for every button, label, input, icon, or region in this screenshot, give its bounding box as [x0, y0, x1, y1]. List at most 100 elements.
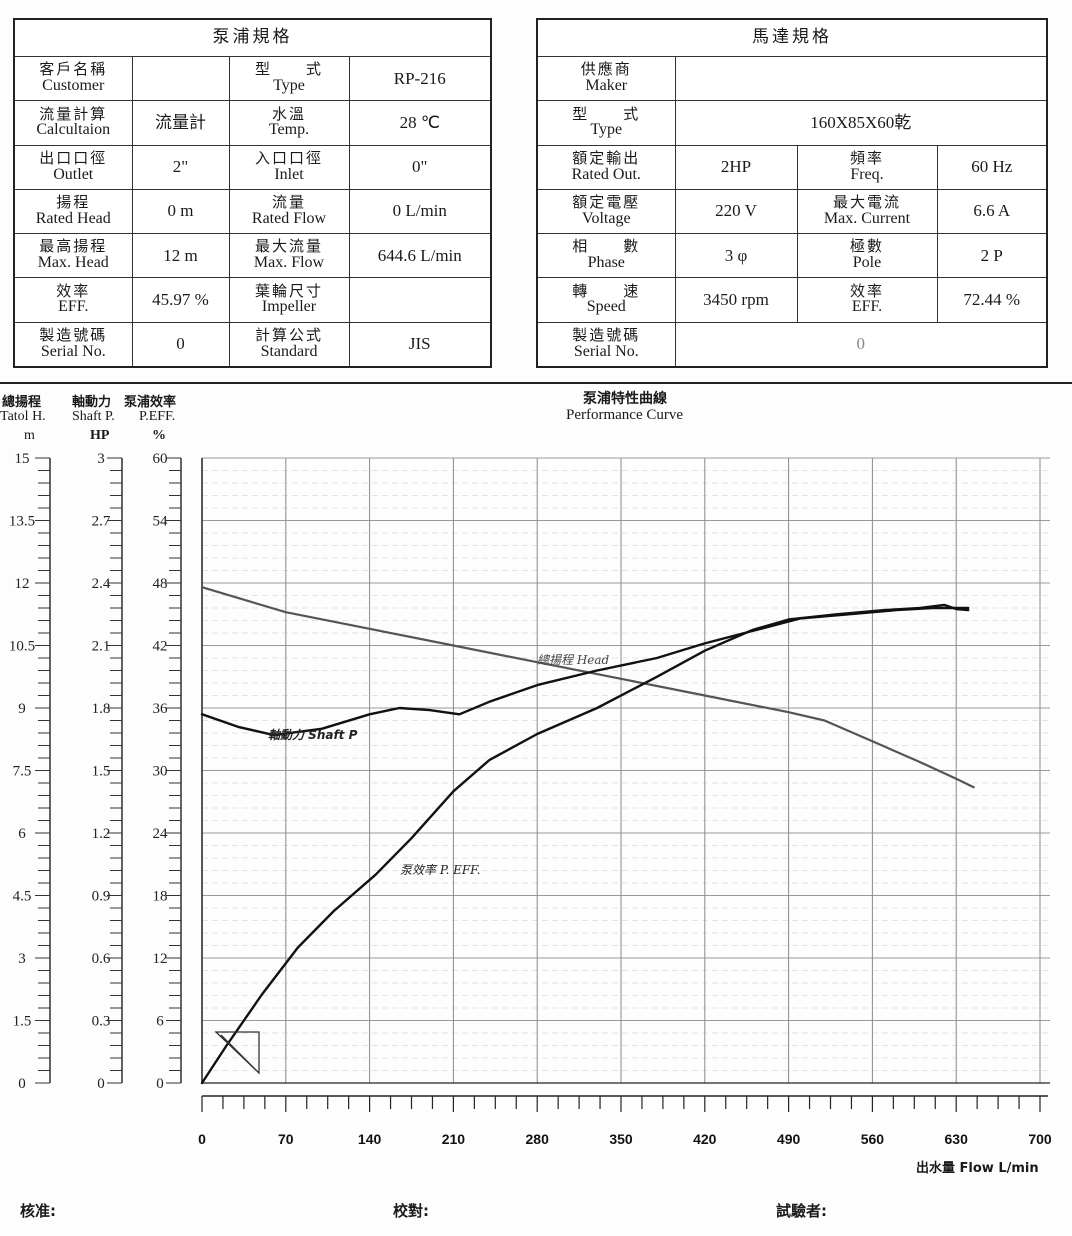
header-divider [0, 382, 1072, 384]
pump-spec-value: JIS [348, 321, 492, 368]
motor-spec-value: 72.44 % [936, 277, 1048, 323]
x-tick-label: 140 [358, 1131, 382, 1147]
pump-spec-table: 泵浦規格 客戶名稱 Customer 型 式 Type RP-216 流量計算 Calcul… [13, 18, 492, 368]
shaft-axis-title-zh: 軸動力 [72, 395, 112, 410]
x-tick-label: 280 [526, 1131, 550, 1147]
eff-tick-label: 60 [153, 451, 168, 467]
pump-spec-label: 計算公式 Standard [228, 321, 350, 368]
shaft-tick-label: 2.1 [92, 639, 111, 655]
pump-spec-row: 製造號碼 Serial No. 0 計算公式 Standard JIS [13, 321, 492, 368]
head-tick-label: 7.5 [13, 764, 32, 780]
head-axis-title-en: Tatol H. [0, 409, 46, 424]
shaft-tick-label: 2.4 [92, 576, 111, 592]
eff-series-label: 泵效率 P. EFF. [400, 863, 480, 877]
x-tick-label: 350 [609, 1131, 633, 1147]
shaft-tick-label: 1.2 [92, 826, 111, 842]
motor-spec-row: 額定輸出 Rated Out. 2HP 頻率 Freq. 60 Hz [536, 144, 1048, 190]
motor-spec-value: 2HP [674, 144, 798, 190]
pump-spec-row: 揚程 Rated Head 0 m 流量 Rated Flow 0 L/min [13, 188, 492, 235]
shaft-series-label: 軸動力 Shaft P [268, 728, 358, 742]
pump-spec-value [348, 277, 492, 323]
maker-value [674, 55, 1048, 102]
motor-serial-label: 製造號碼 Serial No. [536, 321, 676, 368]
motor-type-value: 160X85X60乾 [674, 100, 1048, 146]
pump-spec-value [131, 55, 230, 102]
pump-spec-label: 最高揚程 Max. Head [13, 232, 133, 279]
motor-spec-row: 轉 速 Speed 3450 rpm 效率 EFF. 72.44 % [536, 277, 1048, 323]
pump-spec-label: 流量計算 Calcultaion [13, 100, 133, 146]
pump-spec-value: 0 L/min [348, 188, 492, 235]
pump-spec-value: 12 m [131, 232, 230, 279]
x-tick-label: 560 [861, 1131, 885, 1147]
motor-spec-row: 相 數 Phase 3 φ 極數 Pole 2 P [536, 232, 1048, 279]
eff-tick-label: 0 [156, 1076, 164, 1092]
pump-spec-value: 28 ℃ [348, 100, 492, 146]
x-axis-title: 出水量 Flow L/min [916, 1161, 1039, 1176]
pump-spec-label: 揚程 Rated Head [13, 188, 133, 235]
pump-spec-row: 出口口徑 Outlet 2" 入口口徑 Inlet 0" [13, 144, 492, 190]
shaft-tick-label: 0.3 [92, 1014, 111, 1030]
tester-label: 試驗者: [776, 1202, 827, 1220]
head-tick-label: 3 [18, 951, 26, 967]
head-series-line [200, 586, 975, 789]
eff-tick-label: 36 [153, 701, 169, 717]
pump-spec-value: 644.6 L/min [348, 232, 492, 279]
pump-spec-value: 45.97 % [131, 277, 230, 323]
pump-spec-value: 2" [131, 144, 230, 190]
x-tick-label: 70 [278, 1131, 294, 1147]
head-tick-label: 15 [15, 451, 30, 467]
approve-label: 核准: [20, 1202, 56, 1220]
shaft-tick-label: 0.6 [92, 951, 111, 967]
pump-spec-row: 最高揚程 Max. Head 12 m 最大流量 Max. Flow 644.6 L/mi… [13, 232, 492, 279]
eff-tick-label: 54 [153, 514, 169, 530]
shaft-tick-label: 0 [97, 1076, 105, 1092]
pump-spec-label: 流量 Rated Flow [228, 188, 350, 235]
pump-spec-value: 0 m [131, 188, 230, 235]
head-tick-label: 12 [15, 576, 30, 592]
eff-tick-label: 6 [156, 1014, 164, 1030]
x-tick-label: 700 [1028, 1131, 1052, 1147]
head-tick-label: 10.5 [9, 639, 35, 655]
eff-tick-label: 42 [153, 639, 168, 655]
eff-series-line [200, 603, 970, 1085]
eff-axis-unit: % [152, 428, 166, 443]
shaft-tick-label: 0.9 [92, 889, 111, 905]
maker-label: 供應商 Maker [536, 55, 676, 102]
head-tick-label: 6 [18, 826, 26, 842]
head-series-label: 總揚程 Head [537, 653, 610, 667]
head-tick-label: 13.5 [9, 514, 35, 530]
motor-spec-value: 3450 rpm [674, 277, 798, 323]
eff-tick-label: 18 [153, 889, 168, 905]
head-axis-unit: m [24, 428, 35, 443]
head-tick-label: 0 [18, 1076, 26, 1092]
shaft-tick-label: 3 [97, 451, 105, 467]
x-tick-label: 0 [198, 1131, 206, 1147]
head-tick-label: 4.5 [13, 889, 32, 905]
x-tick-label: 210 [442, 1131, 466, 1147]
motor-spec-value: 60 Hz [936, 144, 1048, 190]
pump-spec-value: 0 [131, 321, 230, 368]
head-tick-label: 9 [18, 701, 26, 717]
eff-tick-label: 30 [153, 764, 168, 780]
head-tick-label: 1.5 [13, 1014, 32, 1030]
eff-axis-title-en: P.EFF. [139, 409, 176, 424]
pump-spec-label: 製造號碼 Serial No. [13, 321, 133, 368]
x-tick-label: 420 [693, 1131, 717, 1147]
motor-serial-row: 製造號碼 Serial No. 0 [536, 321, 1048, 368]
motor-spec-label: 轉 速 Speed [536, 277, 676, 323]
motor-spec-label: 頻率 Freq. [796, 144, 938, 190]
pump-spec-label: 葉輪尺寸 Impeller [228, 277, 350, 323]
motor-spec-label: 效率 EFF. [796, 277, 938, 323]
pump-spec-value: 流量計 [131, 100, 230, 146]
head-axis-title-zh: 總揚程 [2, 395, 42, 410]
shaft-tick-label: 2.7 [92, 514, 111, 530]
motor-spec-label: 相 數 Phase [536, 232, 676, 279]
motor-spec-label: 額定輸出 Rated Out. [536, 144, 676, 190]
motor-spec-row: 額定電壓 Voltage 220 V 最大電流 Max. Current 6.6 A [536, 188, 1048, 235]
eff-tick-label: 12 [153, 951, 168, 967]
motor-spec-value: 2 P [936, 232, 1048, 279]
pump-spec-label: 入口口徑 Inlet [228, 144, 350, 190]
eff-axis-title-zh: 泵浦效率 [124, 395, 177, 410]
x-tick-label: 490 [777, 1131, 801, 1147]
pump-spec-value: 0" [348, 144, 492, 190]
